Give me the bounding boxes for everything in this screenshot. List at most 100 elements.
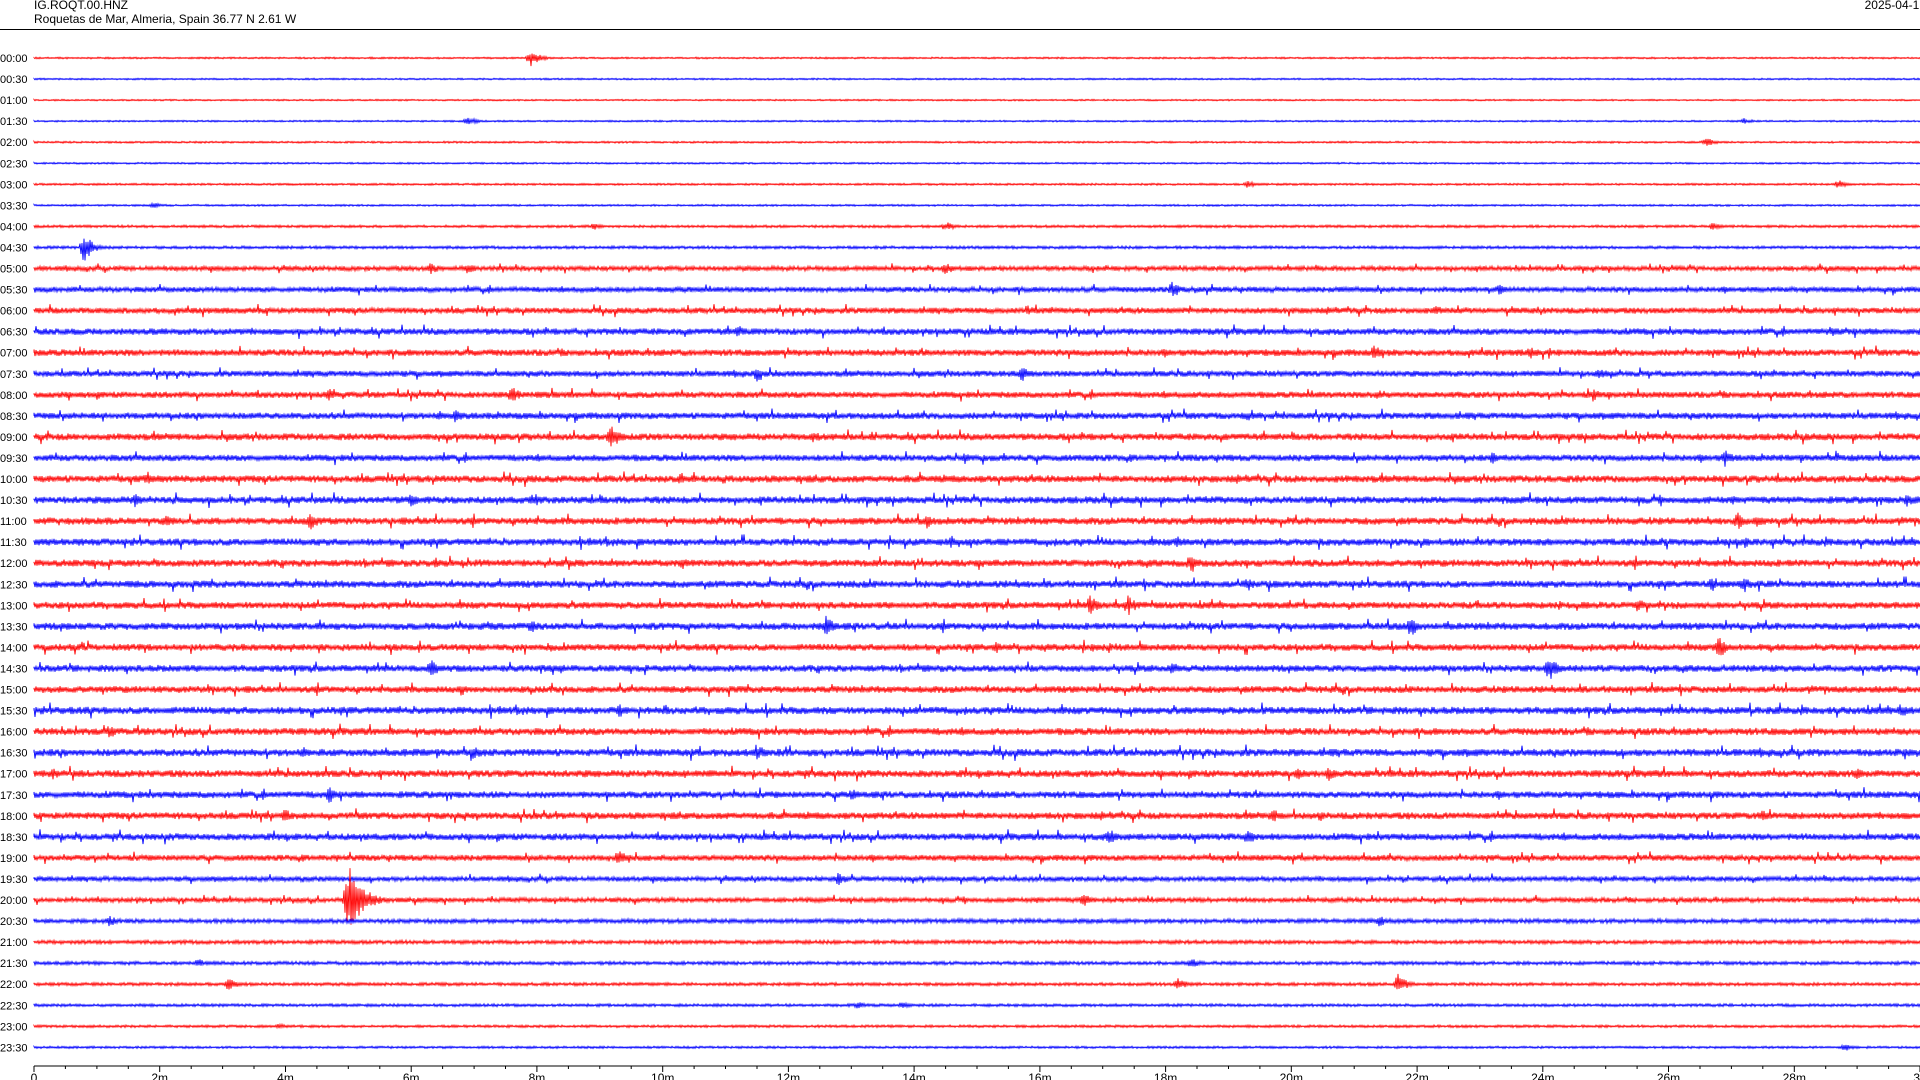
row-label: 06:00 [0, 306, 28, 318]
row-label: 09:00 [0, 432, 28, 444]
x-tick-label: 26m [1657, 1071, 1680, 1080]
x-tick-label: 4m [277, 1071, 294, 1080]
trace-row-1600 [33, 723, 1920, 740]
x-tick-label: 16m [1028, 1071, 1051, 1080]
row-label: 09:30 [0, 453, 28, 465]
x-tick-label: 12m [777, 1071, 800, 1080]
row-label: 16:30 [0, 748, 28, 760]
row-label: 12:30 [0, 579, 28, 591]
row-label: 14:30 [0, 664, 28, 676]
x-tick-label: 14m [902, 1071, 925, 1080]
row-label: 02:30 [0, 158, 28, 170]
row-time-labels: 00:00 00:30 01:00 01:30 02:00 02:30 03:00 03:30… [0, 53, 28, 1054]
trace-row-0730 [33, 367, 1920, 382]
trace-row-0800 [33, 387, 1920, 402]
trace-rows [33, 53, 1920, 1051]
trace-row-0330 [33, 201, 1920, 209]
row-label: 00:00 [0, 53, 28, 65]
row-label: 22:30 [0, 1000, 28, 1012]
trace-row-1100 [33, 512, 1920, 530]
x-tick-label: 24m [1531, 1071, 1554, 1080]
trace-row-0100 [33, 98, 1920, 102]
row-label: 04:00 [0, 221, 28, 233]
trace-row-1930 [33, 872, 1920, 886]
row-label: 05:30 [0, 285, 28, 297]
row-label: 01:30 [0, 116, 28, 128]
row-label: 15:00 [0, 685, 28, 697]
trace-row-1430 [33, 660, 1920, 679]
x-tick-label: 8m [529, 1071, 546, 1080]
row-label: 23:30 [0, 1042, 28, 1054]
trace-row-2100 [33, 938, 1920, 946]
row-label: 10:00 [0, 474, 28, 486]
row-label: 10:30 [0, 495, 28, 507]
row-label: 14:00 [0, 642, 28, 654]
row-label: 04:30 [0, 243, 28, 255]
trace-row-0030 [33, 77, 1920, 81]
x-tick-label: 0 [31, 1071, 38, 1080]
row-label: 08:00 [0, 390, 28, 402]
x-axis: 0 2m 4m 6m 8m 10m 12m 14m 16m 18m 20m 22m 24m 26m 28m 3… [31, 1065, 1920, 1080]
row-label: 05:00 [0, 264, 28, 276]
row-label: 12:00 [0, 558, 28, 570]
row-label: 08:30 [0, 411, 28, 423]
trace-row-1030 [33, 492, 1920, 509]
trace-row-0830 [33, 408, 1920, 424]
station-code-title: IG.ROQT.00.HNZ [34, 0, 129, 12]
trace-row-1530 [33, 702, 1920, 719]
trace-row-1630 [33, 744, 1920, 761]
trace-row-0230 [33, 161, 1920, 165]
trace-row-0630 [33, 324, 1920, 339]
trace-row-1700 [33, 765, 1920, 782]
trace-row-1330 [33, 615, 1920, 635]
trace-row-1400 [33, 637, 1920, 656]
trace-row-1730 [33, 787, 1920, 803]
trace-row-1900 [33, 851, 1920, 865]
row-label: 11:30 [0, 537, 27, 549]
trace-row-0130 [33, 117, 1920, 125]
trace-row-1500 [33, 681, 1920, 697]
x-tick-label: 10m [651, 1071, 674, 1080]
trace-row-2000 [33, 868, 1920, 925]
row-label: 18:00 [0, 811, 28, 823]
trace-row-0300 [33, 180, 1920, 188]
row-label: 01:00 [0, 95, 28, 107]
row-label: 00:30 [0, 74, 28, 86]
trace-row-0200 [33, 138, 1920, 146]
station-location-subtitle: Roquetas de Mar, Almeria, Spain 36.77 N … [34, 12, 297, 26]
row-label: 21:30 [0, 958, 28, 970]
trace-row-1000 [33, 471, 1920, 487]
row-label: 03:00 [0, 179, 28, 191]
row-label: 19:00 [0, 853, 28, 865]
x-tick-label: 18m [1154, 1071, 1177, 1080]
row-label: 06:30 [0, 327, 28, 339]
trace-row-0430 [33, 238, 1920, 261]
trace-row-2330 [33, 1043, 1920, 1051]
trace-row-1130 [33, 534, 1920, 551]
trace-row-0900 [33, 426, 1920, 447]
row-label: 20:00 [0, 895, 28, 907]
x-tick-label: 2m [151, 1071, 168, 1080]
trace-row-2230 [33, 1001, 1920, 1009]
header-divider [0, 29, 1920, 30]
row-label: 16:00 [0, 727, 28, 739]
trace-row-1300 [33, 595, 1920, 616]
trace-row-0700 [33, 345, 1920, 361]
trace-row-2200 [33, 973, 1920, 990]
trace-row-0500 [33, 263, 1920, 275]
x-tick-label: 20m [1280, 1071, 1303, 1080]
row-label: 02:00 [0, 137, 28, 149]
row-label: 07:00 [0, 348, 28, 360]
row-label: 21:00 [0, 937, 28, 949]
row-label: 20:30 [0, 916, 28, 928]
trace-row-1230 [33, 576, 1920, 593]
trace-row-0930 [33, 450, 1920, 467]
row-label: 22:00 [0, 979, 28, 991]
row-label: 18:30 [0, 832, 28, 844]
row-label: 19:30 [0, 874, 28, 886]
row-label: 17:00 [0, 769, 28, 781]
x-tick-label: 22m [1405, 1071, 1428, 1080]
trace-row-2030 [33, 916, 1920, 927]
row-label: 13:30 [0, 621, 28, 633]
